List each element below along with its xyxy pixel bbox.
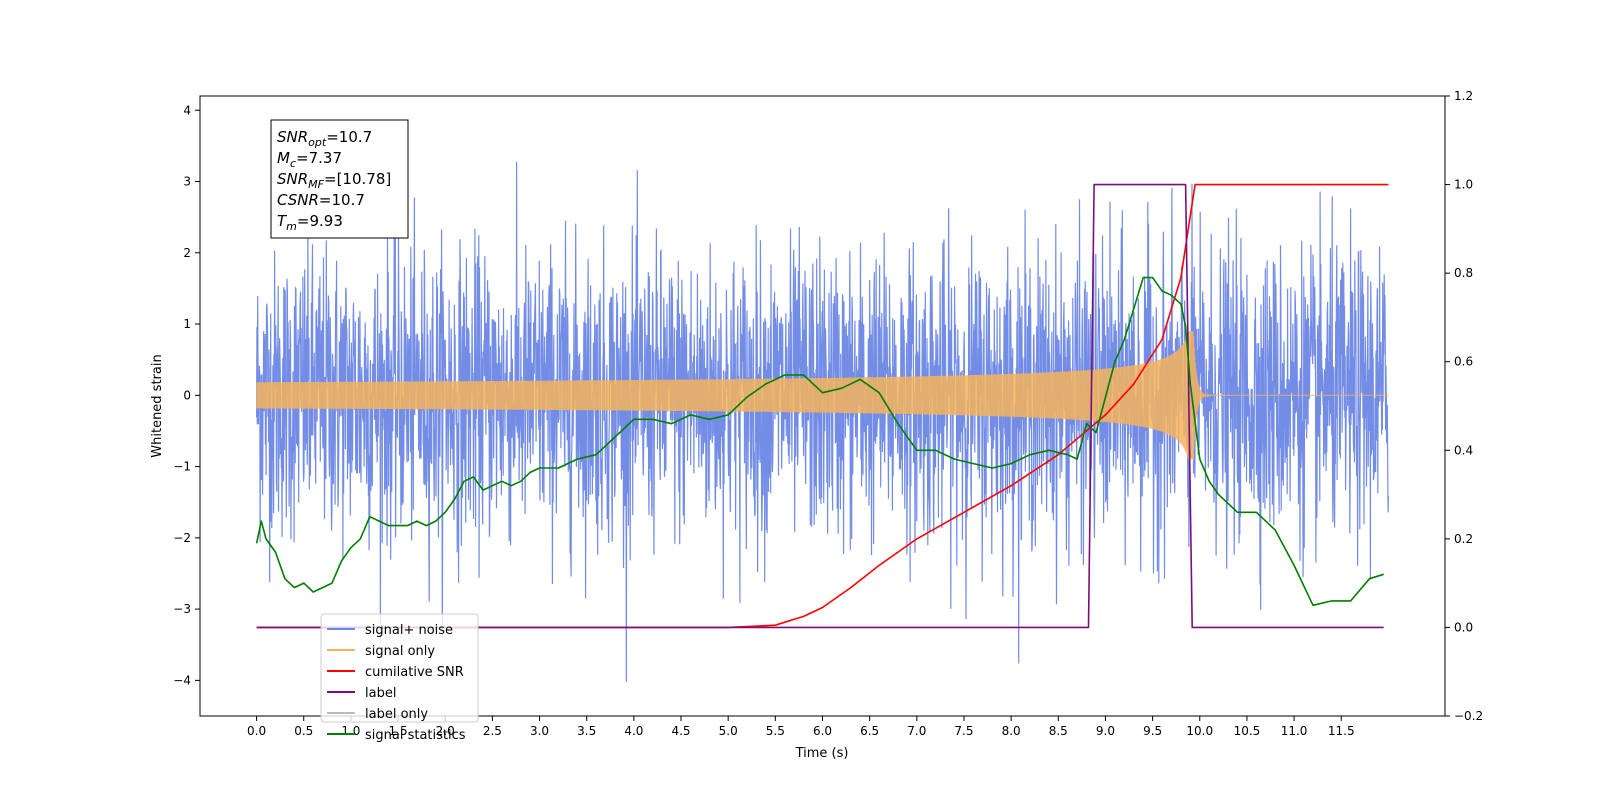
y-axis-right: −0.2 0.0 0.2 0.4 0.6 0.8 1.0 1.2 (1445, 89, 1483, 723)
legend-entry-label: cumilative SNR (365, 665, 464, 680)
annotation-line: Tm=9.93 (277, 212, 343, 233)
annotation-symbol: SNR (277, 128, 308, 146)
y2-tick-label: 0.6 (1454, 355, 1473, 369)
annotation-line: SNRMF=[10.78] (277, 170, 391, 191)
annotation-line: SNRopt=10.7 (277, 128, 372, 149)
annotation-symbol: CSNR (277, 191, 319, 209)
x-tick-label: 2.0 (436, 724, 455, 738)
y2-tick-label: 1.2 (1454, 89, 1473, 103)
y-axis-left: −4 −3 −2 −1 0 1 2 3 4 (173, 103, 200, 687)
legend: signal+ noise signal only cumilative SNR la… (320, 613, 479, 743)
y2-tick-label: 0.0 (1454, 620, 1473, 634)
parameter-annotation-box: SNRopt=10.7Mc=7.37SNRMF=[10.78]CSNR=10.7… (270, 119, 409, 239)
x-tick-label: 7.5 (954, 724, 973, 738)
annotation-value: =9.93 (297, 212, 343, 230)
x-axis-label: Time (s) (795, 746, 849, 761)
y2-tick-label: 1.0 (1454, 178, 1473, 192)
annotation-symbol: M (277, 149, 290, 167)
annotation-value: =[10.78] (324, 170, 391, 188)
y-tick-label: −1 (173, 460, 191, 474)
annotation-subscript: MF (308, 178, 324, 191)
annotation-value: =10.7 (319, 191, 365, 209)
y-tick-label: −3 (173, 602, 191, 616)
y-tick-label: 4 (183, 103, 191, 117)
series-layer (255, 161, 1389, 682)
x-axis: 0.0 0.5 1.0 1.5 2.0 2.5 3.0 3.5 4.0 4.5 5.0 5.5 6.0 6… (247, 716, 1355, 738)
x-tick-label: 3.5 (577, 724, 596, 738)
annotation-symbol: T (277, 212, 288, 230)
x-tick-label: 11.0 (1281, 724, 1308, 738)
x-tick-label: 1.5 (389, 724, 408, 738)
series-signal-noise (256, 161, 1389, 682)
x-tick-label: 10.5 (1234, 724, 1261, 738)
x-tick-label: 0.0 (247, 724, 266, 738)
series-cumilative-snr (256, 183, 1389, 629)
legend-entry-label: label (365, 686, 396, 701)
annotation-symbol: SNR (277, 170, 308, 188)
annotation-line: Mc=7.37 (277, 149, 342, 170)
series-signal-statistics (255, 276, 1384, 607)
y-tick-label: −2 (173, 531, 191, 545)
x-tick-label: 7.0 (907, 724, 926, 738)
x-tick-label: 0.5 (294, 724, 313, 738)
x-tick-label: 11.5 (1328, 724, 1355, 738)
x-tick-label: 6.0 (813, 724, 832, 738)
y2-tick-label: 0.2 (1454, 532, 1473, 546)
annotation-subscript: c (290, 157, 296, 170)
series-signal-only (256, 331, 1389, 461)
y-axis-label: Whitened strain (150, 354, 165, 457)
x-tick-label: 9.0 (1096, 724, 1115, 738)
series-label (256, 183, 1384, 629)
annotation-value: =7.37 (296, 149, 342, 167)
legend-entry-label: label only (365, 707, 428, 722)
x-tick-label: 8.5 (1049, 724, 1068, 738)
y2-tick-label: 0.4 (1454, 443, 1473, 457)
y-tick-label: 1 (183, 317, 191, 331)
x-tick-label: 5.0 (719, 724, 738, 738)
x-tick-label: 10.0 (1186, 724, 1213, 738)
legend-entry-label: signal only (365, 644, 435, 659)
y2-tick-label: −0.2 (1454, 709, 1483, 723)
annotation-box-frame (270, 119, 409, 239)
x-tick-label: 4.5 (671, 724, 690, 738)
y-tick-label: −4 (173, 673, 191, 687)
annotation-subscript: opt (308, 136, 327, 149)
legend-entry-label: signal statistics (365, 728, 466, 743)
annotation-subscript: m (286, 220, 297, 233)
x-tick-label: 9.5 (1143, 724, 1162, 738)
annotation-line: CSNR=10.7 (277, 191, 365, 209)
legend-frame (320, 613, 479, 723)
y-tick-label: 3 (183, 175, 191, 189)
y-tick-label: 2 (183, 246, 191, 260)
x-tick-label: 4.0 (624, 724, 643, 738)
legend-entry-label: signal+ noise (365, 623, 453, 638)
x-tick-label: 1.0 (341, 724, 360, 738)
annotation-value: =10.7 (326, 128, 372, 146)
x-tick-label: 6.5 (860, 724, 879, 738)
y-tick-label: 0 (183, 388, 191, 402)
x-tick-label: 8.0 (1002, 724, 1021, 738)
x-tick-label: 5.5 (766, 724, 785, 738)
x-tick-label: 2.5 (483, 724, 502, 738)
x-tick-label: 3.0 (530, 724, 549, 738)
y2-tick-label: 0.8 (1454, 266, 1473, 280)
